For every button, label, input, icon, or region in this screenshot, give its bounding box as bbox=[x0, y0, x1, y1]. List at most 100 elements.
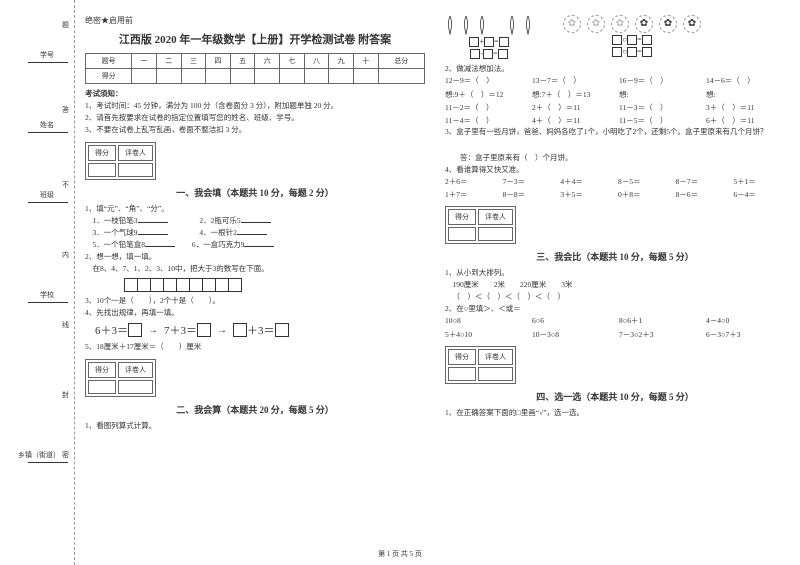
q2-sub: 在8、4、7、1、2、3、10中，把大于3的数写在下面。 bbox=[85, 263, 425, 275]
feather-icon bbox=[445, 15, 455, 35]
blank[interactable] bbox=[138, 227, 168, 235]
calc-item: 16－9＝（ ） bbox=[619, 75, 698, 86]
s3-q1-blank: （ ）＜（ ）＜（ ）＜（ ） bbox=[445, 291, 785, 303]
blank[interactable] bbox=[138, 215, 168, 223]
bind-line bbox=[28, 202, 68, 203]
eq-box[interactable] bbox=[197, 323, 211, 337]
exam-notes: 考试须知： 1、考试时间：45 分钟，满分为 100 分（含卷面分 3 分），附… bbox=[85, 88, 425, 136]
calc-item: 想: bbox=[706, 89, 785, 100]
c: 10－3○8 bbox=[532, 329, 611, 340]
th: 二 bbox=[156, 54, 181, 69]
score-table: 题号 一 二 三 四 五 六 七 八 九 十 总分 得分 bbox=[85, 53, 425, 84]
section-4-title: 四、选一选（本题共 10 分，每题 5 分） bbox=[445, 390, 785, 403]
calc-item: 4＋（ ）＝11 bbox=[532, 115, 611, 126]
picture-row: += -= ✿ ✿ ✿ ✿ ✿ ✿ ○= ○= bbox=[445, 15, 785, 59]
blank[interactable] bbox=[244, 239, 274, 247]
calc-item: 13－7＝（ ） bbox=[532, 75, 611, 86]
page-content: 绝密★启用前 江西版 2020 年一年级数学【上册】开学检测试卷 附答案 题号 … bbox=[85, 15, 785, 535]
calc-item: 11－2＝（ ） bbox=[445, 102, 524, 113]
calc-item: 11－5＝（ ） bbox=[619, 115, 698, 126]
seal-mark: 内 bbox=[62, 250, 69, 260]
c: 7－3＝ bbox=[503, 176, 555, 187]
sb-c1: 得分 bbox=[448, 349, 476, 365]
sb-c2: 评卷人 bbox=[478, 349, 513, 365]
calc-item: 想: bbox=[619, 89, 698, 100]
q1-item: 4．一根针2 bbox=[199, 228, 237, 237]
blank[interactable] bbox=[145, 239, 175, 247]
s3-q1: 1、从小到大排列。 bbox=[445, 267, 785, 279]
s3-q1-items: 190厘米 2米 220厘米 3米 bbox=[445, 279, 785, 291]
flower-icon: ✿ bbox=[659, 15, 677, 33]
q1-row: 5．一个铅笔盒8 6．一盒巧克力9 bbox=[85, 239, 425, 251]
c: 3＋5＝ bbox=[560, 189, 612, 200]
s2-q3: 3、盒子里有一些月饼，爸爸、妈妈各吃了1个，小明吃了2个，还剩5个。盒子里原来有… bbox=[445, 126, 785, 138]
arrow-icon: → bbox=[217, 325, 227, 336]
th: 一 bbox=[132, 54, 157, 69]
q3: 3、10个一是（ ），2个十是（ ）。 bbox=[85, 295, 425, 307]
q2: 2、想一想，填一填。 bbox=[85, 251, 425, 263]
c: 1＋7＝ bbox=[445, 189, 497, 200]
feather-icon bbox=[477, 15, 487, 35]
calc-item: 2＋（ ）＝11 bbox=[532, 102, 611, 113]
th: 十 bbox=[353, 54, 378, 69]
s3-q2: 2、在○里填＞、＜或＝ bbox=[445, 303, 785, 315]
c: 8－8＝ bbox=[503, 189, 555, 200]
grader-box: 得分评卷人 bbox=[85, 359, 156, 397]
feather-group: += -= bbox=[445, 15, 533, 59]
c: 10○8 bbox=[445, 315, 524, 326]
sb-c2: 评卷人 bbox=[118, 145, 153, 161]
calc-item: 3＋（ ）＝11 bbox=[706, 102, 785, 113]
th: 六 bbox=[255, 54, 280, 69]
bind-label-5: 乡镇（街道） bbox=[18, 450, 60, 460]
eq-part: 6＋3＝ bbox=[95, 325, 128, 337]
feather-icon bbox=[507, 15, 517, 35]
note-item: 3、不要在试卷上乱写乱画，卷面不整洁扣 3 分。 bbox=[85, 124, 425, 136]
calc-item: 想:9＋（ ）＝12 bbox=[445, 89, 524, 100]
s2-q1: 1、看图列算式计算。 bbox=[85, 420, 425, 432]
score-value-row: 得分 bbox=[86, 69, 425, 84]
bind-line bbox=[28, 302, 68, 303]
q1-row: 1．一枝铅笔3 2．2瓶可乐5 bbox=[85, 215, 425, 227]
notes-title: 考试须知： bbox=[85, 88, 425, 100]
s2-q3-ans: 答：盒子里原来有（ ）个月饼。 bbox=[445, 152, 785, 164]
q1-item: 5．一个铅笔盒8 bbox=[93, 240, 146, 249]
c: 4＋4＝ bbox=[560, 176, 612, 187]
sb-c2: 评卷人 bbox=[478, 209, 513, 225]
seal-mark: 答 bbox=[62, 105, 69, 115]
sb-c1: 得分 bbox=[448, 209, 476, 225]
section-3-title: 三、我会比（本题共 10 分，每题 5 分） bbox=[445, 250, 785, 263]
c: 8－7＝ bbox=[676, 176, 728, 187]
pic-eq: ○= bbox=[612, 47, 651, 57]
eq-box[interactable] bbox=[275, 323, 289, 337]
seal-mark: 线 bbox=[62, 320, 69, 330]
c: 0＋8＝ bbox=[618, 189, 670, 200]
q1-item: 2．2瓶可乐5 bbox=[199, 216, 240, 225]
th: 题号 bbox=[86, 54, 132, 69]
th: 总分 bbox=[378, 54, 424, 69]
note-item: 1、考试时间：45 分钟，满分为 100 分（含卷面分 3 分），附加题单独 2… bbox=[85, 100, 425, 112]
bind-line bbox=[28, 62, 68, 63]
bind-label-4: 学校 bbox=[40, 290, 54, 300]
blank[interactable] bbox=[241, 215, 271, 223]
arrow-icon: → bbox=[148, 325, 158, 336]
eq-box[interactable] bbox=[233, 323, 247, 337]
bind-label-1: 学号 bbox=[40, 50, 54, 60]
eq-part: 7＋3＝ bbox=[164, 325, 197, 337]
bind-line bbox=[28, 132, 68, 133]
page-footer: 第 1 页 共 5 页 bbox=[0, 549, 800, 559]
calc-item: 12－9＝（ ） bbox=[445, 75, 524, 86]
eq-part: ＋3＝ bbox=[247, 325, 275, 337]
q1-item: 6．一盒巧克力9 bbox=[192, 240, 245, 249]
eq-box[interactable] bbox=[128, 323, 142, 337]
eq-row: 6＋3＝ → 7＋3＝ → ＋3＝ bbox=[95, 322, 425, 338]
th: 三 bbox=[181, 54, 206, 69]
s4-q1: 1、在正确答案下面的□里画“√”，选一选。 bbox=[445, 407, 785, 419]
sb-c1: 得分 bbox=[88, 362, 116, 378]
bind-label-2: 姓名 bbox=[40, 120, 54, 130]
compare-grid: 10○8 6○6 8○6＋1 4－4○0 5＋4○10 10－3○8 7－3○2… bbox=[445, 315, 785, 340]
flower-icon: ✿ bbox=[587, 15, 605, 33]
calc-item: 想:7＋（ ）＝13 bbox=[532, 89, 611, 100]
blank[interactable] bbox=[237, 227, 267, 235]
s2-q4: 4、看谁算得又快又准。 bbox=[445, 164, 785, 176]
score-header-row: 题号 一 二 三 四 五 六 七 八 九 十 总分 bbox=[86, 54, 425, 69]
